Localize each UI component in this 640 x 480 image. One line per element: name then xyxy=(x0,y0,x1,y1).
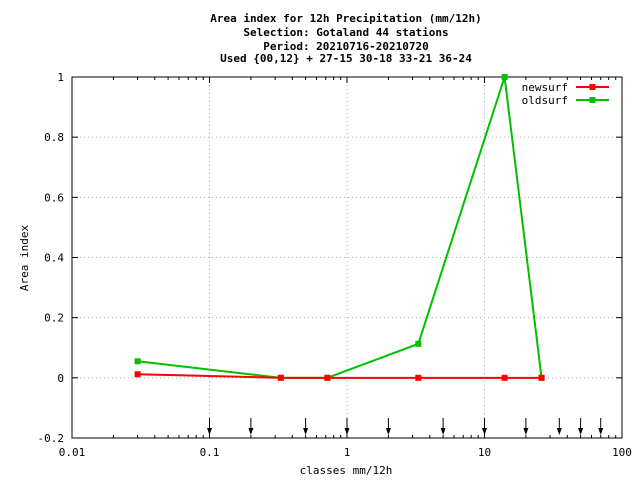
axis-ticks: -0.2 0 0.2 0.4 0.6 0.8 1 0.01 0.1 1 10 100 xyxy=(38,71,632,459)
legend-marker xyxy=(589,97,596,103)
data-point-oldsurf xyxy=(501,74,508,80)
arrow-head xyxy=(207,428,212,435)
down-arrow-marker xyxy=(207,418,212,435)
title-line-2: Selection: Gotaland 44 stations xyxy=(243,26,448,39)
y-tick-label: 0.8 xyxy=(44,131,64,144)
down-arrow-marker xyxy=(303,418,309,435)
arrow-head xyxy=(598,428,604,435)
x-tick-label: 10 xyxy=(478,446,491,459)
down-arrow-marker xyxy=(482,418,487,435)
arrow-head xyxy=(248,428,254,435)
down-arrow-marker xyxy=(556,418,562,435)
series-line-oldsurf xyxy=(137,76,543,379)
legend-label: oldsurf xyxy=(522,94,568,107)
class-arrow-markers xyxy=(207,418,604,435)
y-tick-label: 0.2 xyxy=(44,312,64,325)
data-point-newsurf xyxy=(134,371,141,378)
down-arrow-marker xyxy=(598,418,604,435)
arrow-head xyxy=(482,428,487,435)
x-axis-label: classes mm/12h xyxy=(300,464,393,477)
x-tick-label: 1 xyxy=(344,446,351,459)
down-arrow-marker xyxy=(385,418,391,435)
down-arrow-marker xyxy=(248,418,254,435)
legend-marker xyxy=(589,84,596,90)
arrow-head xyxy=(578,428,584,435)
arrow-head xyxy=(344,428,350,435)
y-tick-label: 0 xyxy=(57,372,64,385)
series-oldsurf xyxy=(134,74,545,381)
arrow-head xyxy=(556,428,562,435)
arrow-head xyxy=(523,428,529,435)
legend-entry-oldsurf: oldsurf xyxy=(522,94,609,107)
data-point-newsurf xyxy=(324,374,331,381)
title-line-4: Used {00,12} + 27-15 30-18 33-21 36-24 xyxy=(220,52,472,65)
down-arrow-marker xyxy=(523,418,529,435)
down-arrow-marker xyxy=(344,418,350,435)
arrow-head xyxy=(303,428,309,435)
series-newsurf xyxy=(134,371,545,381)
data-point-newsurf xyxy=(538,374,545,381)
data-point-newsurf xyxy=(501,374,508,381)
down-arrow-marker xyxy=(578,418,584,435)
x-tick-label: 0.1 xyxy=(200,446,220,459)
chart-title: Area index for 12h Precipitation (mm/12h… xyxy=(210,12,482,65)
y-tick-label: 0.6 xyxy=(44,191,64,204)
data-point-oldsurf xyxy=(415,340,422,347)
y-tick-label: -0.2 xyxy=(38,432,65,445)
series-line-newsurf xyxy=(137,373,542,379)
series-lines xyxy=(134,74,545,381)
data-point-newsurf xyxy=(277,374,284,381)
x-tick-label: 0.01 xyxy=(59,446,86,459)
y-axis-label: Area index xyxy=(18,225,31,292)
down-arrow-marker xyxy=(440,418,446,435)
x-tick-label: 100 xyxy=(612,446,632,459)
y-tick-label: 0.4 xyxy=(44,252,64,265)
arrow-head xyxy=(440,428,446,435)
legend-entry-newsurf: newsurf xyxy=(522,81,609,94)
data-point-newsurf xyxy=(415,374,422,381)
y-tick-label: 1 xyxy=(57,71,64,84)
data-point-oldsurf xyxy=(134,358,141,365)
legend-label: newsurf xyxy=(522,81,568,94)
title-line-3: Period: 20210716-20210720 xyxy=(263,40,429,53)
grid xyxy=(72,77,622,438)
title-line-1: Area index for 12h Precipitation (mm/12h… xyxy=(210,12,482,25)
arrow-head xyxy=(385,428,391,435)
